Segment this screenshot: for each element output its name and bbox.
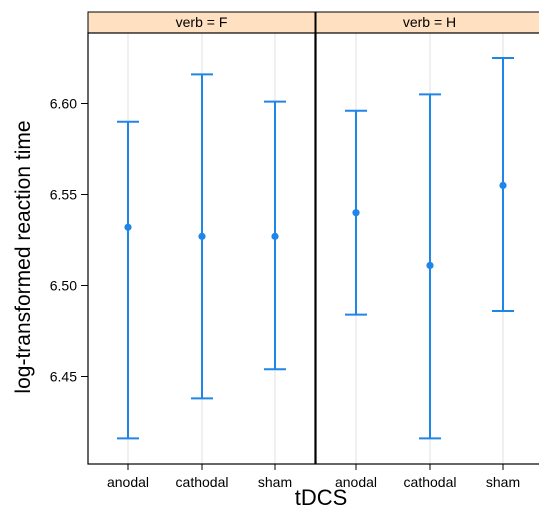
y-tick-label: 6.45 [50, 369, 77, 385]
y-axis-label: log-transformed reaction time [12, 120, 35, 393]
panel-frame-2 [315, 32, 539, 465]
data-point [499, 181, 507, 189]
panel-frame-1 [87, 32, 316, 465]
y-tick-label: 6.55 [50, 187, 77, 203]
data-point [426, 261, 434, 270]
data-point [352, 209, 360, 217]
strip-label-1: verb = F [176, 14, 228, 30]
x-tick-label: cathodal [404, 474, 457, 490]
data-point [271, 232, 279, 240]
strip-label-2: verb = H [403, 14, 456, 30]
x-tick-label: anodal [335, 474, 377, 490]
x-tick-label: cathodal [176, 474, 229, 490]
x-tick-label: anodal [107, 474, 149, 490]
x-tick-label: sham [486, 474, 520, 490]
y-tick-label: 6.60 [50, 96, 77, 112]
data-point [198, 232, 206, 240]
data-point [124, 223, 132, 231]
x-axis-label: tDCS [295, 485, 348, 510]
x-tick-label: sham [258, 474, 292, 490]
y-tick-label: 6.50 [50, 278, 77, 294]
plot-area: 6.45 6.50 6.55 6.60 verb = F anodal cathodal sh… [50, 11, 539, 490]
